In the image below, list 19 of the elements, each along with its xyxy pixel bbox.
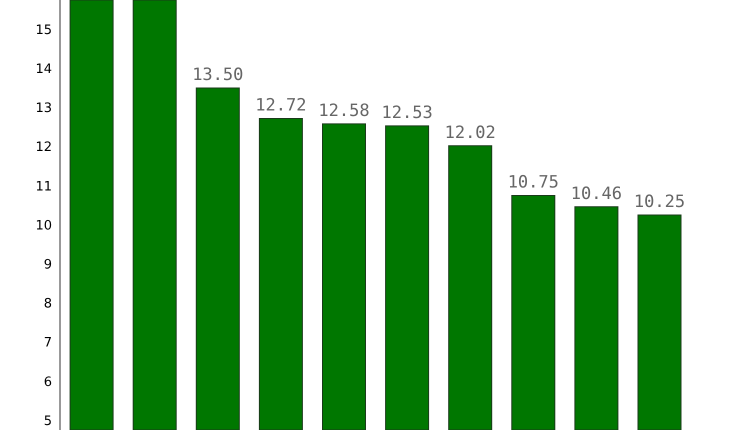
data-label: 12.58	[318, 100, 370, 121]
y-tick-label: 8	[44, 296, 52, 312]
y-tick-label: 9	[44, 257, 52, 272]
y-tick-label: 6	[44, 374, 52, 390]
data-label: 13.50	[192, 64, 244, 85]
data-label: 10.46	[570, 184, 622, 204]
y-tick-label: 10	[35, 218, 52, 234]
y-tick-label: 14	[35, 62, 52, 78]
data-label: 10.25	[634, 192, 686, 212]
y-tick-label: 12	[35, 140, 52, 156]
data-label: 12.53	[382, 102, 433, 123]
y-tick-label: 5	[44, 414, 52, 429]
data-label: 12.72	[255, 95, 306, 116]
data-label: 12.02	[444, 122, 496, 143]
y-tick-label: 11	[35, 179, 52, 194]
y-tick-label: 13	[35, 101, 52, 116]
y-tick-label: 7	[44, 336, 52, 351]
y-tick-label: 15	[35, 22, 52, 38]
data-label: 10.75	[508, 172, 559, 192]
